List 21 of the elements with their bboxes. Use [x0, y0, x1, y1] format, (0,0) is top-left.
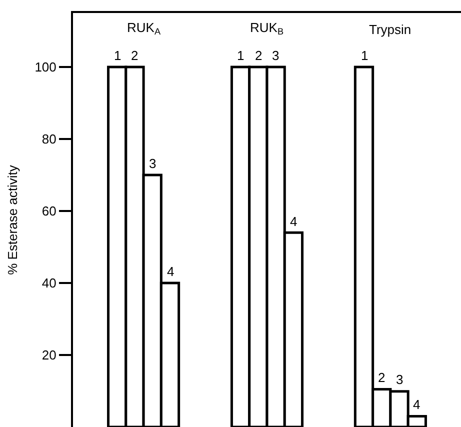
x-tick-label: 3 [272, 48, 280, 63]
x-tick-label: 3 [396, 372, 404, 387]
y-tick-label: 80 [42, 132, 56, 147]
x-tick-label: 4 [167, 264, 174, 279]
y-tick-label: 60 [42, 204, 56, 219]
y-tick-label: 20 [42, 348, 56, 363]
x-tick-label: 2 [378, 370, 386, 385]
y-tick-label: 100 [34, 60, 56, 75]
text: RUK$_{A}$ [127, 20, 162, 37]
text: RUK$_{B}$ [250, 20, 284, 37]
x-tick-label: 2 [255, 48, 262, 63]
text: Trypsin [369, 22, 412, 37]
x-tick-label: 1 [361, 48, 368, 63]
x-tick-label: 1 [237, 48, 244, 63]
x-tick-label: 1 [114, 48, 122, 63]
y-axis-title: % Esterase activity [5, 164, 20, 275]
y-tick-label: 40 [42, 276, 56, 291]
x-tick-label: 4 [413, 397, 420, 412]
x-tick-label: 2 [131, 48, 138, 63]
x-tick-label: 3 [149, 156, 156, 171]
x-tick-label: 4 [290, 214, 298, 229]
